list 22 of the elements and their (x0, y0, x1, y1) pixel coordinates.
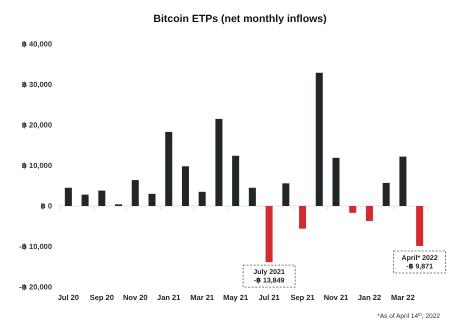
bar (416, 206, 424, 246)
bar (148, 194, 156, 206)
bar (282, 183, 290, 206)
bar (332, 158, 340, 206)
bar (299, 206, 306, 229)
bar (82, 194, 89, 206)
bar (349, 206, 356, 213)
bar (182, 166, 189, 206)
bar (198, 192, 206, 206)
bar (64, 188, 72, 206)
bar (366, 206, 373, 221)
bar (165, 132, 172, 206)
bar (248, 188, 256, 206)
bar (215, 118, 222, 206)
bar (316, 72, 323, 206)
bar (232, 156, 240, 206)
bar (382, 182, 390, 206)
bar (132, 180, 139, 206)
bar (98, 190, 106, 206)
bar (266, 206, 273, 262)
bar (399, 156, 406, 206)
chart-title: Bitcoin ETPs (net monthly inflows) (153, 13, 327, 25)
